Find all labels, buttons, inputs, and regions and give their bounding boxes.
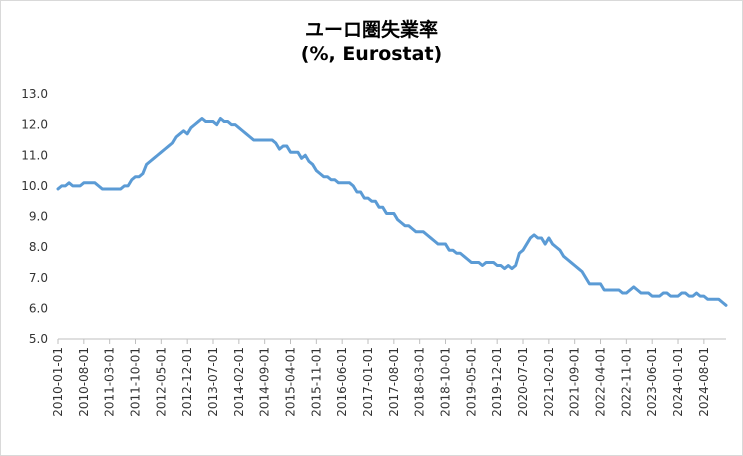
- x-tick-label: 2010-01-01: [51, 347, 65, 417]
- y-tick-label: 12.0: [21, 118, 48, 132]
- x-tick-label: 2021-02-01: [542, 347, 556, 417]
- x-tick-label: 2011-03-01: [103, 347, 117, 417]
- y-tick-label: 10.0: [21, 179, 48, 193]
- x-tick-label: 2011-10-01: [129, 347, 143, 417]
- x-tick-label: 2024-01-01: [671, 347, 685, 417]
- x-tick-label: 2019-12-01: [490, 347, 504, 417]
- x-tick-label: 2014-02-01: [232, 347, 246, 417]
- x-tick-label: 2019-05-01: [464, 347, 478, 417]
- x-tick-label: 2018-03-01: [413, 347, 427, 417]
- x-tick-label: 2024-08-01: [697, 347, 711, 417]
- chart-subtitle: (%, Eurostat): [300, 43, 443, 65]
- x-tick-label: 2020-07-01: [516, 347, 530, 417]
- x-tick-label: 2015-11-01: [309, 347, 323, 417]
- x-tick-label: 2021-09-01: [568, 347, 582, 417]
- chart-title: ユーロ圏失業率: [304, 19, 438, 41]
- y-tick-label: 8.0: [29, 240, 48, 254]
- x-tick-label: 2023-06-01: [645, 347, 659, 417]
- x-tick-label: 2017-08-01: [387, 347, 401, 417]
- series-line: [56, 117, 728, 307]
- x-tick-label: 2018-10-01: [439, 347, 453, 417]
- y-tick-label: 13.0: [21, 87, 48, 101]
- x-tick-label: 2022-04-01: [594, 347, 608, 417]
- x-tick-label: 2010-08-01: [77, 347, 91, 417]
- x-tick-label: 2014-09-01: [258, 347, 272, 417]
- x-tick-label: 2016-06-01: [335, 347, 349, 417]
- y-tick-label: 11.0: [21, 148, 48, 162]
- y-tick-label: 5.0: [29, 332, 48, 346]
- y-tick-label: 7.0: [29, 271, 48, 285]
- x-tick-label: 2017-01-01: [361, 347, 375, 417]
- x-tick-label: 2013-07-01: [206, 347, 220, 417]
- x-tick-label: 2022-11-01: [619, 347, 633, 417]
- y-tick-label: 9.0: [29, 210, 48, 224]
- x-tick-label: 2015-04-01: [284, 347, 298, 417]
- x-tick-label: 2012-12-01: [180, 347, 194, 417]
- y-tick-label: 6.0: [29, 301, 48, 315]
- x-tick-label: 2012-05-01: [154, 347, 168, 417]
